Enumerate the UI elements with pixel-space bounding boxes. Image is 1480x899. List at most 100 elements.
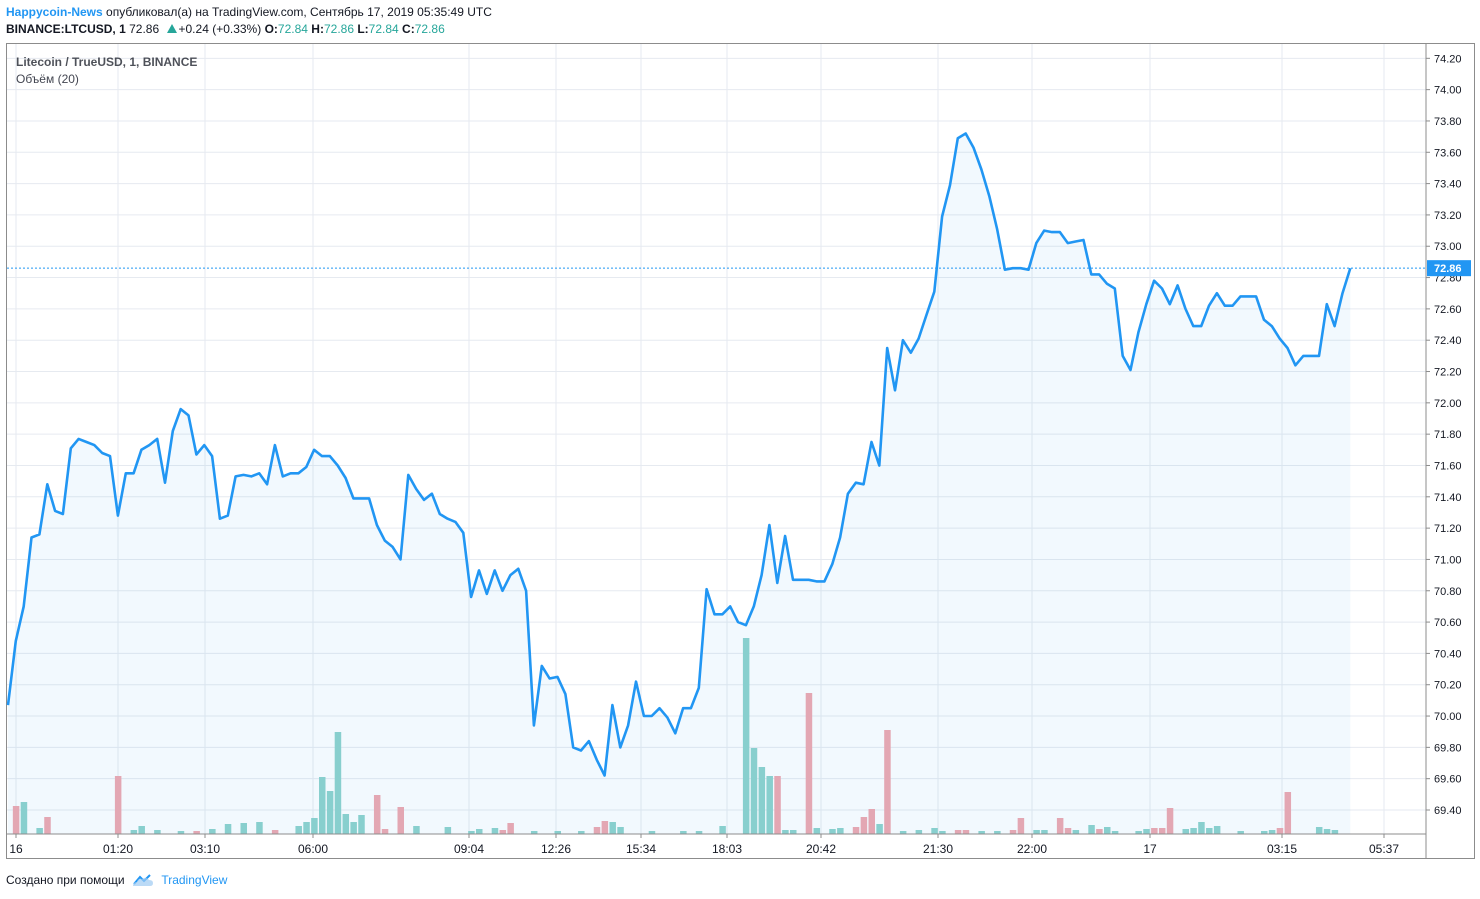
volume-bar	[358, 815, 365, 834]
volume-bar	[295, 826, 302, 834]
volume-bar	[742, 638, 750, 834]
volume-bar	[209, 829, 216, 834]
volume-bar	[12, 806, 20, 834]
volume-bar	[1213, 826, 1221, 834]
volume-bar	[1009, 830, 1017, 834]
publish-info: Happycoin-News опубликовал(а) на Trading…	[6, 5, 492, 19]
price-axis[interactable]: 74.2074.0073.8073.6073.4073.2073.0072.80…	[1425, 44, 1462, 859]
x-tick-label: 03:10	[190, 842, 220, 856]
time-axis[interactable]: 16 01:20 03:10 06:00 09:04 12:26 15:34 18:03 20:…	[7, 833, 1426, 856]
volume-bar	[154, 830, 161, 834]
y-tick-label: 71.80	[1434, 429, 1462, 441]
price-area	[8, 133, 1351, 834]
series-title: Litecoin / TrueUSD, 1, BINANCE	[16, 55, 198, 69]
y-tick-label: 70.60	[1434, 617, 1462, 629]
volume-bar	[758, 767, 766, 834]
volume-bar	[1096, 829, 1103, 834]
volume-bar	[554, 831, 561, 834]
y-tick-label: 72.20	[1434, 367, 1462, 379]
y-tick-label: 70.00	[1434, 711, 1462, 723]
volume-bar	[530, 831, 538, 834]
chart-frame	[6, 43, 1475, 859]
x-tick-label: 03:15	[1267, 842, 1297, 856]
y-tick-label: 72.00	[1434, 398, 1462, 410]
price-line	[6, 132, 1352, 777]
volume-bar	[1331, 830, 1339, 834]
volume-bar	[507, 823, 514, 834]
volume-bar	[852, 827, 860, 834]
y-tick-label: 69.40	[1434, 805, 1462, 817]
volume-bars	[12, 638, 1339, 834]
x-tick-label: 09:04	[454, 842, 484, 856]
volume-bar	[829, 829, 836, 834]
volume-bar	[499, 830, 507, 834]
chart-legend: Litecoin / TrueUSD, 1, BINANCE Объём (20…	[16, 54, 197, 88]
y-tick-label: 72.40	[1434, 335, 1462, 347]
y-tick-label: 71.60	[1434, 460, 1462, 472]
volume-bar	[915, 830, 923, 834]
volume-bar	[601, 821, 609, 834]
volume-bar	[782, 830, 789, 834]
y-tick-label: 73.80	[1434, 116, 1462, 128]
tradingview-link[interactable]: TradingView	[161, 873, 228, 887]
volume-bar	[868, 809, 875, 834]
volume-bar	[130, 830, 138, 834]
created-with-text: Создано при помощи	[6, 873, 125, 887]
volume-bar	[774, 776, 781, 834]
volume-bar	[342, 814, 350, 834]
volume-bar	[397, 807, 404, 834]
volume-bar	[1323, 829, 1331, 834]
volume-bar	[193, 831, 200, 834]
last-price-tag-text: 72.86	[1434, 263, 1462, 275]
volume-bar	[1017, 818, 1025, 834]
x-tick-label: 20:42	[806, 842, 836, 856]
grid-lines	[7, 44, 1426, 834]
volume-bar	[381, 829, 389, 834]
y-tick-label: 73.40	[1434, 179, 1462, 191]
volume-bar	[837, 828, 844, 834]
y-tick-label: 71.20	[1434, 523, 1462, 535]
volume-bar	[44, 817, 51, 834]
volume-bar	[114, 776, 122, 834]
volume-bar	[303, 822, 310, 834]
volume-bar	[766, 776, 773, 834]
volume-bar	[36, 828, 43, 834]
volume-bar	[994, 831, 1001, 834]
low-value: 72.84	[368, 22, 399, 36]
volume-bar	[978, 831, 985, 834]
volume-bar	[790, 830, 797, 834]
volume-bar	[271, 830, 279, 834]
volume-bar	[177, 831, 185, 834]
volume-bar	[256, 822, 263, 834]
volume-bar	[1284, 792, 1292, 834]
volume-bar	[695, 831, 703, 834]
volume-bar	[1198, 822, 1205, 834]
high-label: H:	[311, 22, 324, 36]
footer: Создано при помощи TradingView	[6, 873, 227, 887]
author-link[interactable]: Happycoin-News	[6, 5, 103, 19]
volume-bar	[884, 730, 891, 834]
volume-bar	[1135, 831, 1142, 834]
y-tick-label: 71.40	[1434, 492, 1462, 504]
high-value: 72.86	[323, 22, 354, 36]
volume-bar	[311, 818, 318, 834]
x-tick-label: 22:00	[1017, 842, 1047, 856]
volume-study-label: Объём (20)	[16, 72, 79, 86]
x-tick-label: 18:03	[712, 842, 742, 856]
volume-bar	[719, 826, 726, 834]
x-tick-label: 15:34	[626, 842, 656, 856]
low-label: L:	[357, 22, 369, 36]
volume-bar	[468, 831, 475, 834]
volume-bar	[1261, 831, 1268, 834]
volume-bar	[899, 831, 907, 834]
volume-bar	[813, 828, 821, 834]
y-tick-label: 70.40	[1434, 648, 1462, 660]
volume-bar	[1166, 808, 1174, 834]
volume-bar	[319, 777, 326, 834]
x-tick-label: 05:37	[1369, 842, 1399, 856]
volume-bar	[1151, 828, 1158, 834]
x-tick-label: 21:30	[923, 842, 953, 856]
volume-bar	[962, 830, 970, 834]
volume-bar	[680, 831, 687, 834]
